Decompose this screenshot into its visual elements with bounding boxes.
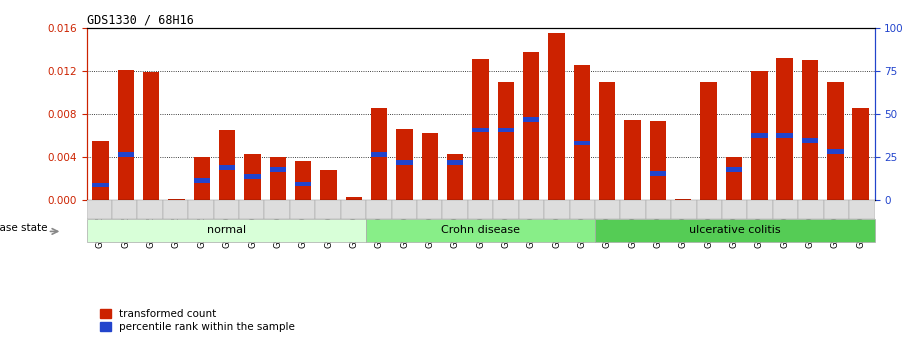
Bar — [849, 200, 875, 219]
Bar — [371, 152, 387, 157]
Bar — [321, 170, 337, 200]
Bar — [422, 133, 438, 200]
Text: ulcerative colitis: ulcerative colitis — [689, 225, 781, 235]
Bar — [341, 200, 366, 219]
Bar — [295, 161, 312, 200]
Bar — [371, 108, 387, 200]
Bar — [112, 200, 138, 219]
Bar — [270, 167, 286, 172]
Text: GDS1330 / 68H16: GDS1330 / 68H16 — [87, 13, 193, 27]
Bar — [599, 81, 616, 200]
Bar — [650, 171, 666, 176]
Bar — [194, 157, 210, 200]
Bar — [751, 133, 767, 138]
Bar — [290, 200, 315, 219]
Bar — [270, 157, 286, 200]
Bar — [824, 200, 849, 219]
Bar — [722, 200, 747, 219]
Bar — [143, 72, 159, 200]
Bar — [726, 167, 742, 172]
Bar — [776, 133, 793, 138]
Bar — [396, 160, 413, 165]
Bar — [87, 219, 366, 242]
Bar — [447, 154, 464, 200]
Bar — [523, 117, 539, 122]
Bar — [189, 200, 214, 219]
Bar — [802, 60, 818, 200]
Bar — [219, 130, 235, 200]
Bar — [548, 33, 565, 200]
Bar — [595, 219, 875, 242]
Bar — [345, 197, 362, 200]
Bar — [472, 59, 489, 200]
Bar — [751, 71, 767, 200]
Bar — [366, 219, 595, 242]
Bar — [214, 200, 239, 219]
Bar — [396, 129, 413, 200]
Bar — [392, 200, 417, 219]
Bar — [773, 200, 798, 219]
Bar — [569, 200, 595, 219]
Bar — [726, 157, 742, 200]
Bar — [646, 200, 671, 219]
Bar — [747, 200, 773, 219]
Bar — [697, 200, 722, 219]
Bar — [497, 81, 514, 200]
Bar — [650, 121, 666, 200]
Bar — [239, 200, 264, 219]
Bar — [472, 128, 489, 132]
Bar — [574, 140, 590, 145]
Bar — [169, 199, 185, 200]
Bar — [87, 200, 112, 219]
Bar — [624, 120, 640, 200]
Legend: transformed count, percentile rank within the sample: transformed count, percentile rank withi… — [97, 305, 300, 336]
Bar — [776, 58, 793, 200]
Bar — [443, 200, 468, 219]
Bar — [417, 200, 443, 219]
Bar — [798, 200, 824, 219]
Bar — [827, 81, 844, 200]
Bar — [802, 138, 818, 143]
Bar — [544, 200, 569, 219]
Bar — [493, 200, 518, 219]
Bar — [497, 128, 514, 132]
Bar — [574, 65, 590, 200]
Bar — [194, 178, 210, 183]
Bar — [827, 149, 844, 154]
Bar — [92, 141, 108, 200]
Bar — [468, 200, 493, 219]
Bar — [264, 200, 290, 219]
Bar — [92, 183, 108, 187]
Bar — [138, 200, 163, 219]
Bar — [447, 160, 464, 165]
Bar — [366, 200, 392, 219]
Text: Crohn disease: Crohn disease — [441, 225, 520, 235]
Bar — [675, 199, 691, 200]
Bar — [701, 81, 717, 200]
Bar — [295, 181, 312, 186]
Bar — [118, 70, 134, 200]
Bar — [620, 200, 646, 219]
Bar — [118, 152, 134, 157]
Bar — [523, 52, 539, 200]
Bar — [853, 108, 869, 200]
Bar — [315, 200, 341, 219]
Bar — [595, 200, 620, 219]
Bar — [244, 174, 261, 179]
Text: normal: normal — [207, 225, 246, 235]
Text: disease state: disease state — [0, 223, 47, 233]
Bar — [671, 200, 697, 219]
Bar — [244, 154, 261, 200]
Bar — [518, 200, 544, 219]
Bar — [219, 165, 235, 170]
Bar — [163, 200, 189, 219]
